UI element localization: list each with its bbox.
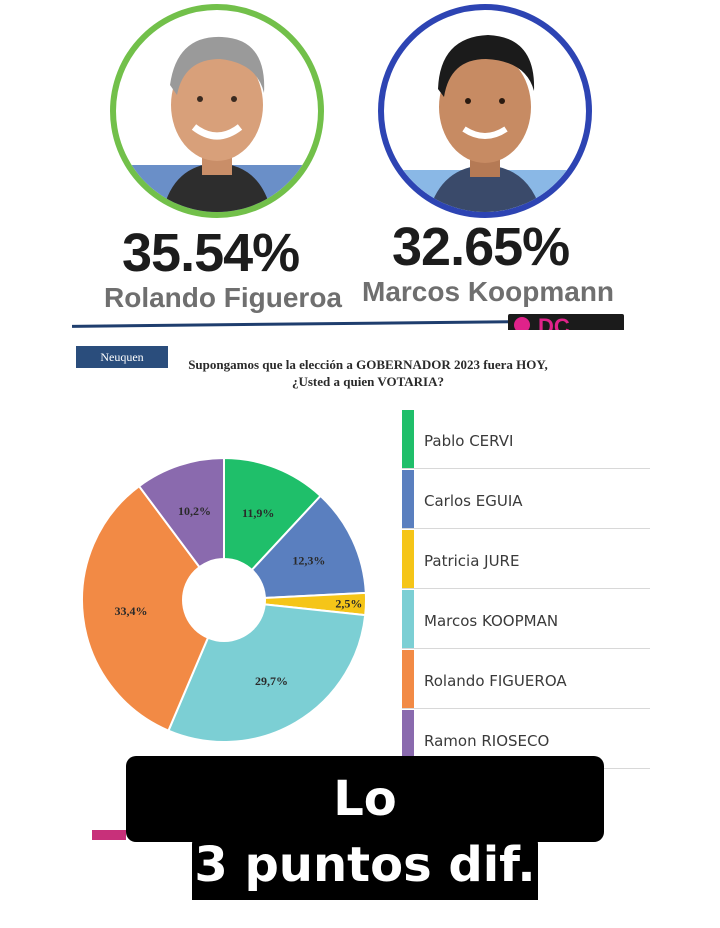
donut-hole bbox=[182, 558, 266, 642]
pie-slice-1 bbox=[221, 494, 367, 602]
legend-separator-1 bbox=[402, 528, 650, 529]
legend-separator-0 bbox=[402, 468, 650, 469]
footer-brand-strip bbox=[92, 830, 126, 840]
candidate-b-percent: 32.65% bbox=[392, 217, 570, 277]
candidate-a-name: Rolando Figueroa bbox=[104, 282, 342, 313]
legend-swatch-3 bbox=[402, 590, 414, 648]
candidate-b-name: Marcos Koopmann bbox=[362, 276, 615, 307]
pie-slice-4 bbox=[81, 484, 226, 732]
logo-circle-icon bbox=[514, 317, 530, 333]
poll-question: Supongamos que la elección a GOBERNADOR … bbox=[188, 357, 548, 389]
legend-swatch-1 bbox=[402, 470, 414, 528]
slice-value-label-3: 29,7% bbox=[255, 674, 288, 688]
legend-label-0: Pablo CERVI bbox=[424, 432, 514, 450]
candidate-a-photo bbox=[110, 4, 324, 218]
slice-value-label-4: 33,4% bbox=[114, 604, 147, 618]
legend-label-1: Carlos EGUIA bbox=[424, 492, 523, 510]
caption-line-1: Lo pronosticamos bbox=[126, 756, 604, 913]
slice-value-label-5: 10,2% bbox=[178, 504, 211, 518]
slice-value-label-0: 11,9% bbox=[242, 506, 274, 520]
legend-separator-4 bbox=[402, 708, 650, 709]
person-figueroa-icon bbox=[132, 36, 302, 212]
candidate-b-photo bbox=[378, 4, 592, 218]
legend-swatch-4 bbox=[402, 650, 414, 708]
legend-label-2: Patricia JURE bbox=[424, 552, 520, 570]
legend-separator-2 bbox=[402, 588, 650, 589]
caption-line-2: 3 puntos dif. bbox=[192, 834, 538, 900]
donut-chart: 11,9% 12,3% 2,5% 29,7% 33,4% 10,2% bbox=[81, 456, 367, 743]
legend-label-5: Ramon RIOSECO bbox=[424, 732, 550, 750]
region-tag: Neuquen bbox=[76, 346, 168, 368]
legend-swatch-5 bbox=[402, 710, 414, 768]
legend-swatch-2 bbox=[402, 530, 414, 588]
legend-label-4: Rolando FIGUEROA bbox=[424, 672, 567, 690]
person-koopmann-icon bbox=[400, 35, 570, 212]
legend-separator-3 bbox=[402, 648, 650, 649]
pie-slice-0 bbox=[223, 456, 322, 603]
slice-value-label-1: 12,3% bbox=[292, 553, 325, 567]
legend-label-3: Marcos KOOPMAN bbox=[424, 612, 559, 630]
slice-value-label-2: 2,5% bbox=[335, 597, 362, 611]
legend-swatch-0 bbox=[402, 410, 414, 468]
candidate-a-percent: 35.54% bbox=[122, 223, 300, 283]
